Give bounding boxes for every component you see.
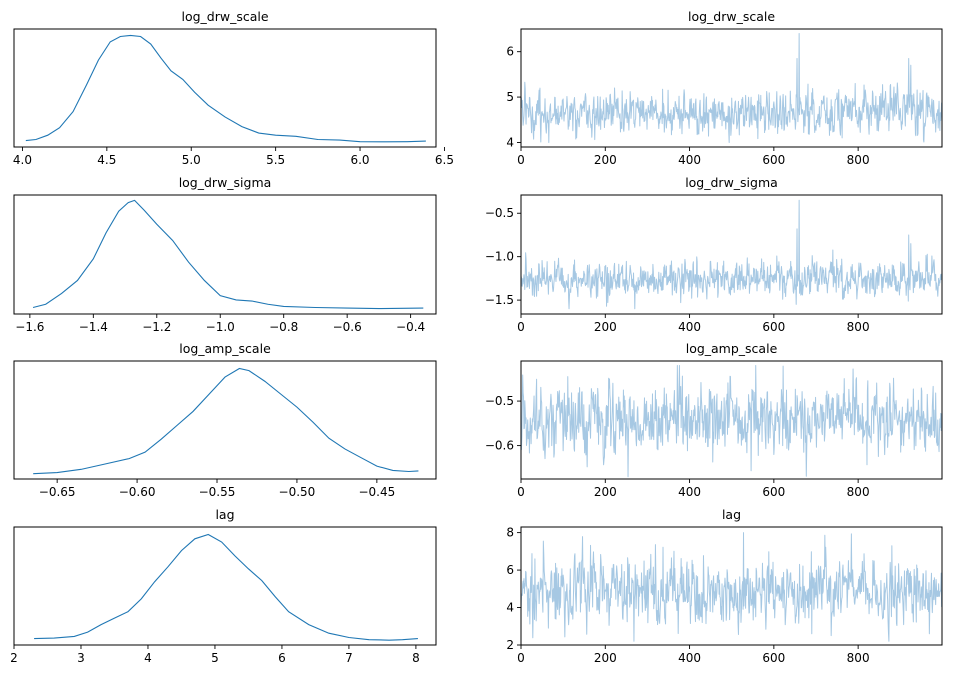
subplot-title: log_drw_scale [688, 9, 775, 24]
subplot-trace-log-drw-scale: log_drw_scale 0 200 400 600 800 4 5 6 [506, 9, 943, 167]
axes-frame [13, 28, 437, 148]
subplot-kde-lag: lag 2 3 4 5 6 7 8 [10, 507, 437, 665]
x-tick-label: −1.0 [206, 320, 235, 334]
x-tick-label: 600 [762, 651, 785, 665]
x-tick-label: 0 [517, 485, 525, 499]
x-tick-label: −0.50 [279, 485, 316, 499]
y-tick-label: −0.5 [485, 206, 514, 220]
subplot-trace-log-drw-sigma: log_drw_sigma 0 200 400 600 800 −0.5 −1.0 −1.5 [485, 175, 943, 334]
axes-frame [520, 28, 943, 148]
x-tick-label: −1.2 [142, 320, 171, 334]
subplot-kde-log-drw-scale: log_drw_scale 4.0 4.5 5.0 5.5 6.0 6.5 [13, 9, 454, 167]
x-tick-label: 200 [594, 320, 617, 334]
y-tick-label: 4 [506, 135, 514, 149]
y-tick-label: 4 [506, 601, 514, 615]
axes-frame [520, 360, 943, 480]
y-tick-label: 5 [506, 90, 514, 104]
x-tick-label: −0.6 [333, 320, 362, 334]
x-tick-label: 0 [517, 651, 525, 665]
subplot-trace-log-amp-scale: log_amp_scale 0 200 400 600 800 −0.5 −0.6 [485, 341, 943, 499]
y-tick-label: −0.6 [485, 439, 514, 453]
subplot-title: log_drw_sigma [685, 175, 778, 190]
x-tick-label: −0.60 [119, 485, 156, 499]
x-tick-label: −0.4 [396, 320, 425, 334]
x-tick-label: 200 [594, 651, 617, 665]
x-tick-label: 600 [762, 485, 785, 499]
x-tick-label: 400 [678, 153, 701, 167]
subplot-kde-log-amp-scale: log_amp_scale −0.65 −0.60 −0.55 −0.50 −0.45 [13, 341, 437, 499]
x-tick-label: −0.55 [199, 485, 236, 499]
x-tick-label: 4.0 [13, 153, 32, 167]
axes-frame [13, 194, 437, 315]
subplot-title: log_amp_scale [179, 341, 271, 356]
x-tick-label: −0.8 [269, 320, 298, 334]
x-tick-label: 3 [77, 651, 85, 665]
x-tick-label: 5.0 [182, 153, 201, 167]
x-tick-label: 6.5 [435, 153, 454, 167]
x-tick-label: 7 [345, 651, 353, 665]
x-tick-label: 5.5 [266, 153, 285, 167]
x-tick-label: −0.45 [358, 485, 395, 499]
kde-line [32, 199, 424, 310]
x-tick-label: 400 [678, 651, 701, 665]
subplot-title: log_drw_sigma [179, 175, 272, 190]
x-tick-label: 800 [847, 320, 870, 334]
subplot-trace-lag: lag 0 200 400 600 800 2 4 6 8 [506, 507, 943, 665]
y-tick-label: 8 [506, 526, 514, 540]
trace-line [521, 199, 942, 310]
x-tick-label: 200 [594, 153, 617, 167]
x-tick-label: 600 [762, 153, 785, 167]
axes-frame [13, 360, 437, 480]
x-tick-label: −1.4 [79, 320, 108, 334]
axes-frame [520, 194, 943, 315]
x-tick-label: −1.6 [15, 320, 44, 334]
trace-line [521, 532, 942, 642]
x-tick-label: 5 [211, 651, 219, 665]
kde-line [34, 533, 418, 641]
y-tick-label: 6 [506, 563, 514, 577]
subplot-title: log_amp_scale [686, 341, 778, 356]
x-tick-label: 6.0 [350, 153, 369, 167]
y-tick-label: −0.5 [485, 394, 514, 408]
x-tick-label: 4 [144, 651, 152, 665]
x-tick-label: 2 [10, 651, 18, 665]
x-tick-label: 0 [517, 153, 525, 167]
kde-line [33, 367, 419, 475]
x-tick-label: 400 [678, 485, 701, 499]
y-tick-label: 6 [506, 45, 514, 59]
y-tick-label: −1.5 [485, 293, 514, 307]
x-tick-label: 600 [762, 320, 785, 334]
x-tick-label: 8 [412, 651, 420, 665]
subplot-title: log_drw_scale [181, 9, 268, 24]
kde-line [25, 34, 426, 143]
x-tick-label: 200 [594, 485, 617, 499]
axes-frame [520, 526, 943, 646]
x-tick-label: 800 [847, 153, 870, 167]
x-tick-label: −0.65 [39, 485, 76, 499]
trace-line [521, 33, 942, 143]
subplot-title: lag [215, 507, 234, 522]
subplot-kde-log-drw-sigma: log_drw_sigma −1.6 −1.4 −1.2 −1.0 −0.8 −0.6 −0.… [13, 175, 437, 334]
x-tick-label: 4.5 [97, 153, 116, 167]
x-tick-label: 800 [847, 651, 870, 665]
x-tick-label: 800 [847, 485, 870, 499]
subplot-title: lag [722, 507, 741, 522]
y-tick-label: 2 [506, 638, 514, 652]
trace-line [521, 364, 942, 478]
axes-frame [13, 526, 437, 646]
y-tick-label: −1.0 [485, 250, 514, 264]
x-tick-label: 6 [278, 651, 286, 665]
x-tick-label: 400 [678, 320, 701, 334]
x-tick-label: 0 [517, 320, 525, 334]
